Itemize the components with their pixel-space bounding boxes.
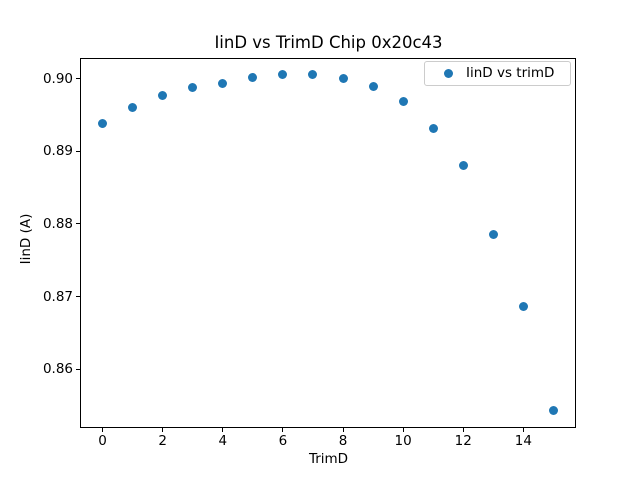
scatter-point xyxy=(338,74,348,84)
y-tick-label: 0.88 xyxy=(42,215,73,232)
scatter-point xyxy=(428,124,438,134)
y-tick-mark xyxy=(76,223,80,225)
scatter-point xyxy=(158,90,168,100)
scatter-point xyxy=(488,229,498,239)
scatter-point xyxy=(518,302,528,312)
x-tick-mark xyxy=(462,427,464,432)
x-tick-label: 4 xyxy=(218,433,228,449)
scatter-point xyxy=(218,79,228,89)
x-tick-label: 12 xyxy=(454,433,472,449)
scatter-point xyxy=(278,70,288,80)
y-tick-mark xyxy=(76,150,80,152)
scatter-point xyxy=(128,103,138,113)
scatter-point xyxy=(188,82,198,92)
x-tick-label: 6 xyxy=(278,433,288,449)
x-tick-label: 8 xyxy=(338,433,348,449)
y-tick-label: 0.87 xyxy=(42,288,73,305)
x-tick-label: 10 xyxy=(394,433,412,449)
y-tick-label: 0.86 xyxy=(42,361,73,378)
scatter-point xyxy=(308,69,318,79)
x-tick-label: 0 xyxy=(98,433,107,449)
x-tick-mark xyxy=(282,427,284,432)
x-axis-label: TrimD xyxy=(308,451,349,467)
x-tick-mark xyxy=(102,427,104,432)
y-tick-mark xyxy=(76,78,80,80)
y-tick-mark xyxy=(76,296,80,298)
x-tick-label: 14 xyxy=(514,433,532,449)
y-tick-label: 0.89 xyxy=(42,143,73,160)
x-tick-mark xyxy=(402,427,404,432)
x-tick-mark xyxy=(342,427,344,432)
y-tick-label: 0.90 xyxy=(42,70,73,87)
scatter-point xyxy=(398,96,408,106)
plot-area xyxy=(80,57,576,428)
x-tick-label: 2 xyxy=(158,433,167,449)
y-tick-mark xyxy=(76,368,80,370)
legend-label: IinD vs trimD xyxy=(466,65,555,82)
scatter-point xyxy=(458,160,468,170)
scatter-point xyxy=(368,82,378,92)
x-tick-mark xyxy=(162,427,164,432)
legend-marker-dot xyxy=(444,69,453,78)
scatter-point xyxy=(98,119,108,129)
legend: IinD vs trimD xyxy=(424,61,571,86)
scatter-point xyxy=(248,73,258,83)
scatter-point xyxy=(548,406,558,416)
x-tick-mark xyxy=(522,427,524,432)
chart-title: IinD vs TrimD Chip 0x20c43 xyxy=(214,33,443,52)
x-tick-mark xyxy=(222,427,224,432)
